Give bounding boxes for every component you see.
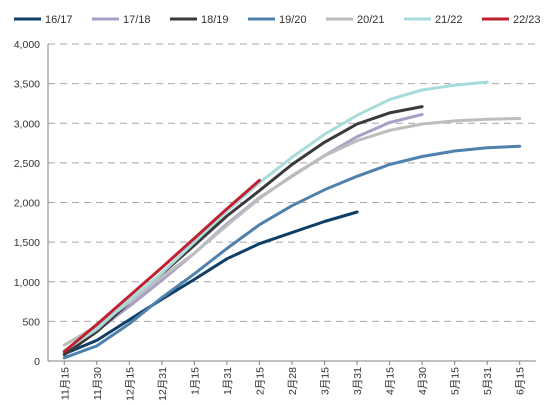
y-tick-label: 4,000 — [14, 39, 40, 51]
series-line-17-18 — [62, 113, 424, 354]
x-tick-label: 2月15 — [254, 367, 266, 395]
y-tick-label: 2,000 — [14, 198, 40, 210]
y-tick-label: 3,000 — [14, 118, 40, 130]
x-tick-label: 12月15 — [124, 367, 136, 401]
y-tick-label: 3,500 — [14, 79, 40, 91]
x-tick-label: 12月31 — [157, 367, 169, 401]
y-tick-label: 2,500 — [14, 158, 40, 170]
x-tick-label: 11月30 — [92, 367, 104, 400]
x-tick-label: 4月15 — [385, 367, 397, 395]
legend-label: 20/21 — [357, 14, 385, 26]
x-tick-label: 11月15 — [59, 367, 71, 400]
x-tick-label: 5月31 — [482, 367, 494, 395]
x-tick-label: 1月31 — [222, 367, 234, 395]
x-tick-label: 3月31 — [352, 367, 364, 395]
x-tick-label: 5月15 — [450, 367, 462, 395]
series-line-18-19 — [62, 105, 424, 357]
legend: 16/17 17/18 18/19 19/20 20/21 21/22 22/23 — [14, 14, 541, 26]
axes — [47, 44, 536, 365]
legend-label: 17/18 — [123, 14, 151, 26]
y-tick-label: 0 — [34, 356, 40, 368]
legend-label: 18/19 — [201, 14, 229, 26]
series-line-16-17 — [62, 210, 359, 356]
series-line-19-20 — [62, 144, 522, 360]
y-tick-label: 500 — [22, 316, 40, 328]
x-tick-label: 2月28 — [287, 367, 299, 395]
x-tick-label: 3月15 — [320, 367, 332, 395]
y-axis-ticks: 0 500 1,000 1,500 2,000 2,500 3,000 3,500 4,000 — [14, 39, 40, 368]
legend-label: 22/23 — [513, 14, 541, 26]
x-axis-ticks: 11月15 11月30 12月15 12月31 1月15 1月31 2月15 2月28 3月15… — [59, 367, 526, 401]
x-tick-label: 4月30 — [417, 367, 429, 395]
x-tick-label: 1月15 — [189, 367, 201, 395]
x-tick-label: 6月15 — [515, 367, 527, 395]
series-lines — [62, 80, 522, 360]
legend-label: 19/20 — [279, 14, 307, 26]
series-line-20-21 — [62, 117, 522, 347]
y-tick-label: 1,000 — [14, 277, 40, 289]
series-line-21-22 — [62, 80, 489, 353]
y-tick-label: 1,500 — [14, 237, 40, 249]
series-line-22-23 — [62, 178, 261, 353]
legend-label: 21/22 — [435, 14, 463, 26]
legend-label: 16/17 — [45, 14, 73, 26]
